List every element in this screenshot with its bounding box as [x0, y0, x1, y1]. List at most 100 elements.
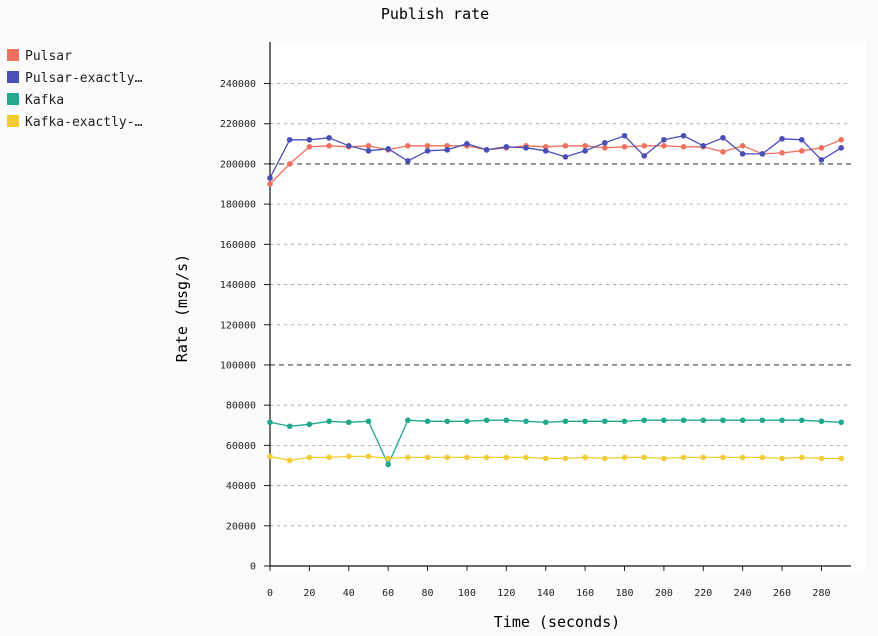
- data-point: [641, 143, 648, 149]
- x-tick-label: 180: [615, 588, 633, 599]
- data-point: [818, 157, 825, 163]
- data-point: [365, 148, 372, 154]
- data-point: [720, 149, 726, 155]
- data-point: [562, 455, 569, 462]
- y-tick-label: 60000: [226, 441, 256, 452]
- chart-title: Publish rate: [381, 5, 489, 23]
- data-point: [838, 419, 844, 426]
- data-point: [405, 417, 411, 424]
- series-line: [269, 455, 842, 462]
- x-tick-label: 240: [734, 588, 752, 599]
- data-point: [661, 417, 667, 424]
- data-point: [365, 418, 372, 425]
- data-point: [602, 455, 608, 462]
- x-tick-label: 60: [382, 588, 394, 599]
- data-point: [739, 417, 746, 424]
- data-point: [503, 144, 510, 150]
- data-point: [306, 136, 313, 143]
- data-point: [759, 151, 766, 157]
- x-tick-label: 0: [267, 588, 273, 599]
- data-point: [444, 143, 451, 149]
- data-point: [818, 145, 825, 151]
- data-point: [424, 143, 431, 149]
- data-point: [661, 455, 667, 462]
- data-point: [562, 143, 569, 149]
- x-tick-label: 20: [303, 588, 315, 599]
- legend-item: Pulsar-exactly…: [7, 71, 143, 86]
- data-point: [345, 419, 352, 426]
- data-point: [700, 143, 707, 149]
- data-point: [621, 418, 628, 425]
- data-point: [267, 419, 273, 426]
- data-point: [602, 418, 608, 425]
- data-point: [523, 454, 529, 461]
- data-point: [267, 181, 273, 187]
- x-tick-label: 140: [537, 588, 555, 599]
- data-point: [798, 136, 805, 143]
- data-point: [838, 145, 844, 151]
- data-point: [759, 454, 766, 461]
- data-point: [444, 454, 451, 461]
- data-point: [523, 145, 529, 151]
- data-point: [326, 454, 332, 461]
- data-point: [267, 175, 273, 181]
- legend-swatch: [7, 71, 19, 83]
- data-point: [582, 454, 588, 461]
- axes: 0 20000 40000 60000 80000 100000 120000 140000 1…: [220, 42, 851, 599]
- data-point: [542, 144, 549, 150]
- data-point: [720, 454, 726, 461]
- data-point: [405, 158, 411, 164]
- y-tick-label: 160000: [220, 240, 256, 251]
- data-point: [286, 136, 293, 143]
- data-point: [424, 454, 431, 461]
- data-point: [621, 144, 628, 150]
- x-axis-label: Time (seconds): [494, 613, 620, 631]
- data-point: [503, 454, 510, 461]
- data-point: [385, 455, 391, 462]
- data-point: [464, 418, 470, 425]
- series-line: [269, 135, 842, 179]
- data-point: [700, 454, 707, 461]
- data-point: [286, 457, 293, 464]
- data-point: [444, 418, 451, 425]
- x-tick-label: 100: [458, 588, 476, 599]
- data-point: [405, 143, 411, 149]
- data-point: [306, 421, 313, 428]
- data-point: [562, 154, 569, 160]
- data-point: [424, 418, 431, 425]
- grid-lines: [270, 83, 851, 527]
- data-point: [720, 417, 726, 424]
- data-point: [739, 143, 746, 149]
- data-point: [641, 417, 648, 424]
- legend-label: Kafka: [25, 93, 64, 108]
- data-point: [661, 143, 667, 149]
- data-point: [306, 144, 313, 150]
- data-point: [700, 417, 707, 424]
- series-layer: [267, 132, 844, 468]
- data-point: [385, 146, 391, 152]
- x-tick-label: 280: [812, 588, 830, 599]
- y-tick-label: 0: [250, 562, 256, 573]
- data-point: [267, 453, 273, 460]
- legend-label: Kafka-exactly-…: [25, 115, 143, 130]
- data-point: [779, 150, 785, 156]
- legend-label: Pulsar-exactly…: [25, 71, 143, 86]
- data-point: [838, 455, 844, 462]
- y-tick-label: 100000: [220, 360, 256, 371]
- data-point: [345, 143, 352, 149]
- data-point: [306, 454, 313, 461]
- data-point: [680, 454, 687, 461]
- y-tick-label: 20000: [226, 521, 256, 532]
- data-point: [444, 147, 451, 153]
- data-point: [405, 454, 411, 461]
- data-point: [621, 132, 628, 139]
- data-point: [464, 454, 470, 461]
- data-point: [286, 423, 293, 430]
- data-point: [818, 418, 825, 425]
- data-point: [602, 145, 608, 151]
- plot-area: [270, 42, 866, 572]
- data-point: [798, 417, 805, 424]
- x-tick-label: 120: [497, 588, 515, 599]
